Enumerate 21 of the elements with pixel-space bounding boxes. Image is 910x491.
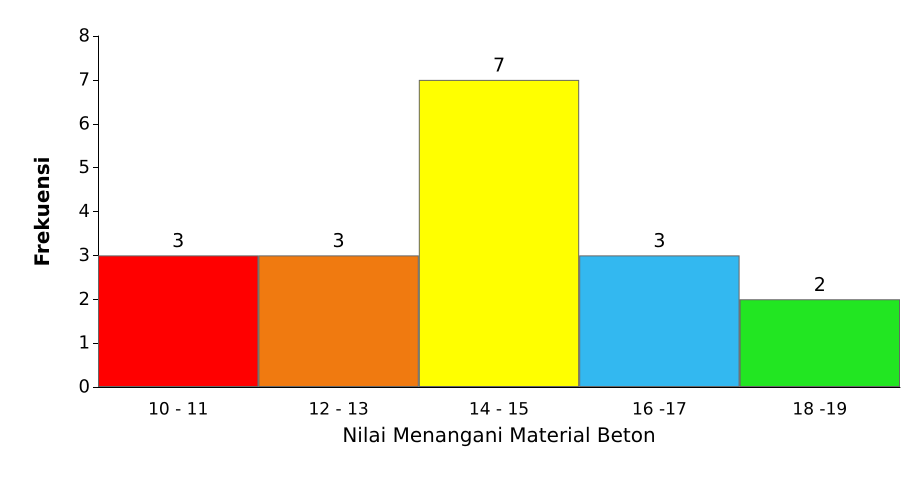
x-tick-label: 14 - 15 — [468, 400, 530, 420]
x-tick-label: 18 -19 — [792, 400, 848, 420]
y-tick-label: 8 — [78, 26, 90, 46]
x-tick-label: 16 -17 — [632, 400, 687, 420]
x-axis-title: Nilai Menangani Material Beton — [342, 423, 656, 447]
x-tick-label: 10 - 11 — [148, 400, 208, 420]
y-tick-label: 1 — [78, 332, 90, 354]
data-label: 3 — [172, 230, 184, 252]
y-tick-label: 3 — [78, 244, 90, 266]
data-label: 3 — [653, 230, 666, 252]
y-tick-label: 6 — [78, 113, 90, 134]
data-label: 3 — [332, 230, 345, 252]
data-label: 2 — [814, 274, 826, 296]
data-label: 7 — [492, 54, 506, 76]
y-tick-label: 0 — [78, 376, 90, 398]
y-axis-title: Frekuensi — [30, 156, 54, 266]
y-tick-label: 5 — [78, 157, 90, 178]
y-tick-label: 2 — [78, 288, 90, 310]
x-tick-label: 12 - 13 — [308, 400, 369, 420]
y-tick-label: 7 — [78, 69, 90, 90]
y-tick-label: 4 — [78, 201, 90, 222]
